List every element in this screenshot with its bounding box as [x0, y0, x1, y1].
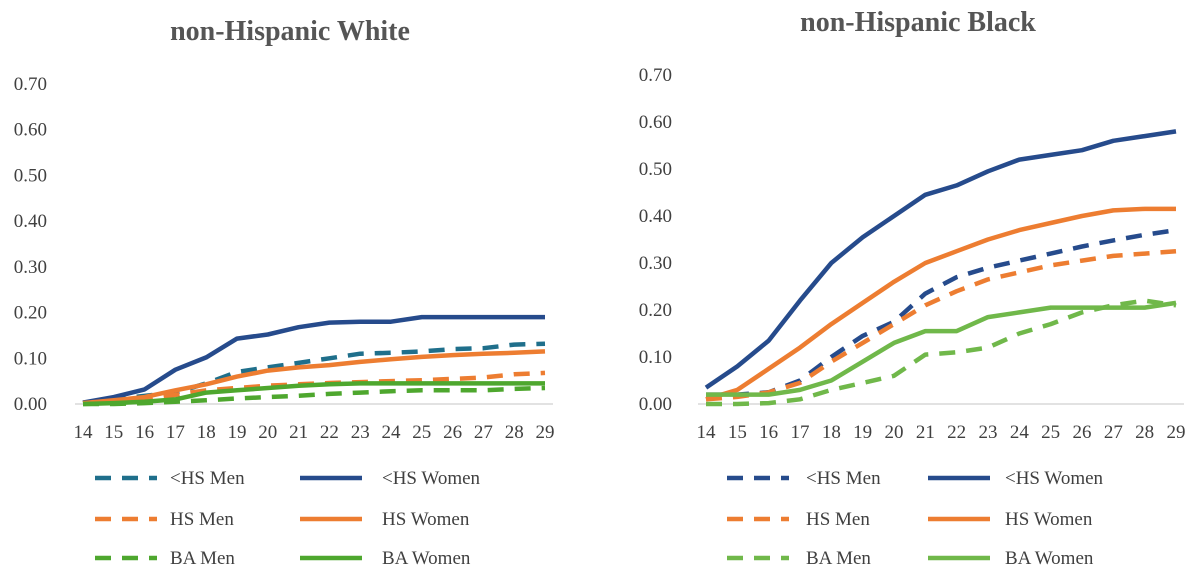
series-line	[706, 298, 1177, 407]
x-tick-label: 21	[289, 422, 308, 443]
series-line	[82, 381, 545, 407]
legend-label: HS Men	[170, 509, 234, 530]
x-tick-label: 26	[443, 422, 462, 443]
y-tick-label: 0.60	[14, 120, 47, 141]
x-tick-label: 19	[228, 422, 247, 443]
x-tick-label: 27	[474, 422, 493, 443]
x-tick-label: 23	[351, 422, 370, 443]
x-tick-label: 26	[1073, 422, 1092, 443]
series-line	[705, 248, 1177, 402]
x-tick-label: 19	[853, 422, 872, 443]
x-tick-label: 20	[258, 422, 277, 443]
x-tick-label: 17	[166, 422, 185, 443]
x-tick-label: 14	[74, 422, 94, 443]
x-tick-label: 15	[104, 422, 123, 443]
x-tick-label: 29	[1167, 422, 1186, 443]
legend-label: <HS Men	[170, 468, 245, 489]
x-tick-label: 28	[1135, 422, 1154, 443]
x-tick-label: 21	[916, 422, 935, 443]
y-tick-label: 0.00	[14, 394, 47, 415]
y-tick-label: 0.40	[639, 206, 672, 227]
x-tick-label: 14	[697, 422, 717, 443]
legend-label: <HS Men	[806, 468, 881, 489]
chart-title: non-Hispanic White	[170, 16, 410, 47]
x-tick-label: 28	[505, 422, 524, 443]
series-line	[704, 129, 1177, 390]
legend-label: HS Men	[806, 509, 870, 530]
series-line	[82, 370, 546, 406]
x-tick-label: 27	[1104, 422, 1123, 443]
y-tick-label: 0.10	[639, 347, 672, 368]
legend-label: HS Women	[382, 509, 470, 530]
y-tick-label: 0.50	[639, 159, 672, 180]
x-tick-label: 25	[412, 422, 431, 443]
legend-label: BA Men	[170, 548, 235, 569]
x-tick-label: 23	[979, 422, 998, 443]
x-tick-label: 24	[382, 422, 402, 443]
x-tick-label: 16	[135, 422, 154, 443]
x-tick-label: 29	[536, 422, 555, 443]
y-tick-label: 0.30	[14, 257, 47, 278]
legend-label: <HS Women	[1005, 468, 1104, 489]
x-tick-label: 24	[1010, 422, 1030, 443]
x-tick-label: 22	[320, 422, 339, 443]
legend-label: BA Women	[1005, 548, 1094, 569]
x-tick-label: 22	[947, 422, 966, 443]
y-tick-label: 0.50	[14, 165, 47, 186]
series-line	[82, 314, 545, 405]
legend-label: <HS Women	[382, 468, 481, 489]
x-tick-label: 17	[791, 422, 810, 443]
legend-label: HS Women	[1005, 509, 1093, 530]
legend-label: BA Men	[806, 548, 871, 569]
y-tick-label: 0.40	[14, 211, 47, 232]
x-tick-label: 16	[759, 422, 778, 443]
chart-panel-white: non-Hispanic White 0.00 0.10 0.20 0.30 0.40 0…	[14, 16, 555, 569]
y-tick-label: 0.10	[14, 348, 47, 369]
series-line	[706, 300, 1177, 397]
x-tick-label: 18	[822, 422, 841, 443]
series-line	[83, 385, 546, 407]
chart-panel-black: non-Hispanic Black 0.00 0.10 0.20 0.30 0.40 0…	[639, 7, 1186, 569]
chart-title: non-Hispanic Black	[800, 7, 1036, 38]
y-tick-label: 0.20	[639, 300, 672, 321]
x-tick-label: 15	[728, 422, 747, 443]
y-tick-label: 0.20	[14, 303, 47, 324]
x-tick-label: 25	[1041, 422, 1060, 443]
y-tick-label: 0.30	[639, 253, 672, 274]
y-tick-label: 0.70	[639, 65, 672, 86]
legend-label: BA Women	[382, 548, 471, 569]
y-tick-label: 0.60	[639, 112, 672, 133]
y-tick-label: 0.00	[639, 394, 672, 415]
series-line	[82, 341, 546, 405]
series-line	[82, 349, 546, 406]
y-tick-label: 0.70	[14, 74, 47, 95]
series-line	[705, 206, 1176, 402]
x-tick-label: 18	[197, 422, 216, 443]
x-tick-label: 20	[885, 422, 904, 443]
